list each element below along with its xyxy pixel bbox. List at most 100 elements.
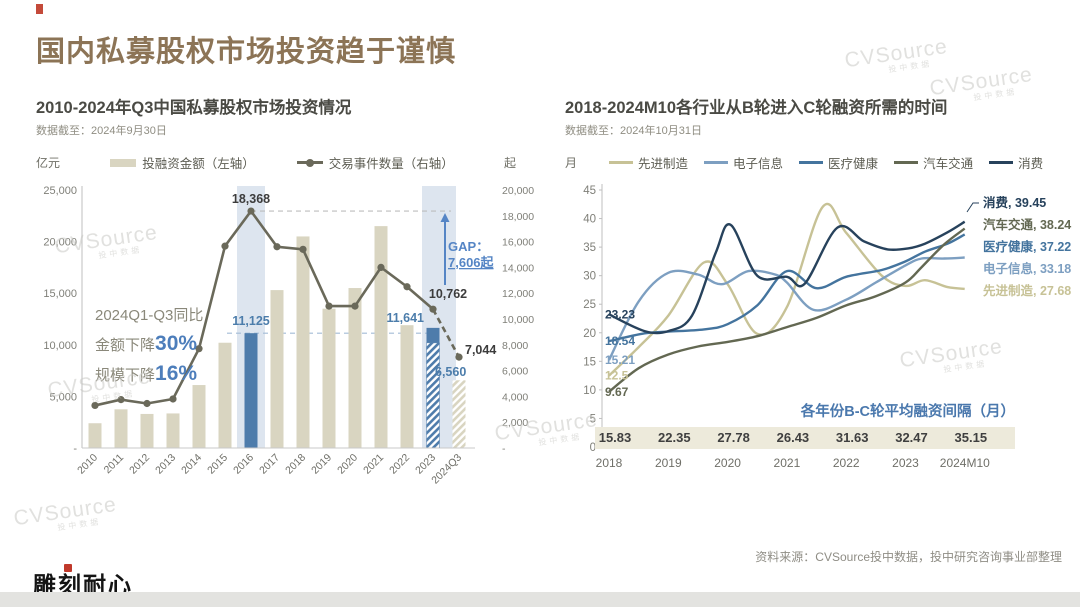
right-axis-tick: 8,000 xyxy=(502,340,528,352)
bar-2016 xyxy=(244,333,258,448)
x-tick-2023: 2023 xyxy=(892,456,919,470)
line-marker-2014 xyxy=(195,345,203,353)
table-value: 35.15 xyxy=(955,430,988,445)
left-axis-tick: 10,000 xyxy=(43,340,77,352)
left-axis-unit: 亿元 xyxy=(36,156,61,170)
cvsource-watermark: CVSource 投中数据 xyxy=(843,34,950,75)
x-tick-2011: 2011 xyxy=(102,452,127,477)
x-tick-2016: 2016 xyxy=(231,452,256,477)
start-label-汽车交通: 9.67 xyxy=(605,385,629,399)
line-value-label: 18,368 xyxy=(232,192,270,206)
series-line-先进制造 xyxy=(608,203,965,377)
legend-swatch xyxy=(609,161,634,164)
bar-2022 xyxy=(400,325,414,448)
x-tick-2018: 2018 xyxy=(596,456,623,470)
series-line-医疗健康 xyxy=(608,233,966,343)
start-label-电子信息: 15.21 xyxy=(605,353,635,367)
series-line-汽车交通 xyxy=(608,227,966,393)
table-value: 27.78 xyxy=(717,430,750,445)
bar-2019 xyxy=(322,308,336,448)
x-tick-2012: 2012 xyxy=(127,452,152,477)
x-tick-2019: 2019 xyxy=(309,452,334,477)
legend-item-医疗健康: 医疗健康 xyxy=(799,153,878,172)
x-tick-2024M10: 2024M10 xyxy=(940,456,990,470)
right-axis-unit: 起 xyxy=(503,156,516,170)
right-legend-items: 先进制造 电子信息 医疗健康 汽车交通 消费 xyxy=(609,153,1059,172)
right-axis-tick: 2,000 xyxy=(502,417,528,429)
bar-2020 xyxy=(348,288,362,448)
start-label-先进制造: 12.5 xyxy=(605,369,629,383)
y-axis-tick: 25 xyxy=(583,299,596,311)
line-marker-2010 xyxy=(91,401,99,410)
x-tick-2013: 2013 xyxy=(153,452,178,477)
bar-value-label: 11,641 xyxy=(386,311,424,325)
end-label-消费: 消费, 39.45 xyxy=(983,195,1046,210)
legend-swatch xyxy=(894,161,919,164)
line-marker-2013 xyxy=(169,395,177,403)
bar-2014 xyxy=(192,385,206,448)
end-label-电子信息: 电子信息, 33.18 xyxy=(983,261,1071,276)
legend-item-汽车交通: 汽车交通 xyxy=(894,153,973,172)
bar-value-label: 11,125 xyxy=(232,314,270,328)
table-strip xyxy=(595,427,1015,449)
table-value: 26.43 xyxy=(777,430,810,445)
table-value: 22.35 xyxy=(658,430,691,445)
left-chart-legend: 亿元 投融资金额（左轴） 交易事件数量（右轴） 起 xyxy=(36,153,516,172)
end-label-医疗健康: 医疗健康, 37.22 xyxy=(983,239,1071,254)
x-tick-2022: 2022 xyxy=(833,456,860,470)
right-line-chart: 45 40 35 30 25 20 15 10 5 0 各年份B-C轮平均融资间隔（月） 15.83 2… xyxy=(583,184,1071,470)
line-marker-2023 xyxy=(429,305,437,313)
left-axis-tick: 5,000 xyxy=(49,391,77,403)
bottom-bar xyxy=(0,592,1080,607)
end-label-先进制造: 先进制造, 27.68 xyxy=(983,283,1071,298)
x-tick-2021: 2021 xyxy=(361,452,386,477)
bar-2013 xyxy=(166,413,180,448)
line-marker-2021 xyxy=(377,263,385,271)
y-axis-tick: 30 xyxy=(583,271,596,283)
x-tick-2015: 2015 xyxy=(205,452,230,477)
start-label-医疗健康: 18.54 xyxy=(605,334,635,348)
corner-accent xyxy=(36,4,43,14)
end-label-汽车交通: 汽车交通, 38.24 xyxy=(983,217,1071,232)
line-legend-label: 交易事件数量（右轴） xyxy=(328,157,454,171)
source-note: 资料来源：CVSource投中数据，投中研究咨询事业部整理 xyxy=(755,550,1062,564)
right-chart-title: 2018-2024M10各行业从B轮进入C轮融资所需的时间 xyxy=(565,99,948,117)
left-axis-tick: 25,000 xyxy=(43,185,77,197)
bar-2018 xyxy=(296,236,310,448)
left-axis-tick: 20,000 xyxy=(43,237,77,249)
left-axis-tick: - xyxy=(73,443,77,455)
line-marker-2019 xyxy=(325,302,333,310)
y-axis-tick: 45 xyxy=(583,185,596,197)
right-chart-legend: 月 先进制造 电子信息 医疗健康 汽车交通 消费 xyxy=(565,153,1065,172)
x-tick-2018: 2018 xyxy=(283,452,308,477)
bar-2010 xyxy=(88,423,102,448)
x-tick-2017: 2017 xyxy=(257,452,282,477)
scale-drop-pct: 16% xyxy=(155,362,198,385)
bar-2011 xyxy=(114,409,128,448)
line-marker-2016 xyxy=(247,207,255,215)
gap-value: 7,606起 xyxy=(448,255,495,270)
bar-legend-swatch xyxy=(110,158,137,167)
deal-count-line xyxy=(94,208,434,407)
line-value-label: 7,044 xyxy=(465,343,496,357)
right-axis-tick: 20,000 xyxy=(502,185,534,197)
legend-item-电子信息: 电子信息 xyxy=(704,153,783,172)
line-marker-2012 xyxy=(143,399,151,408)
y-axis-tick: 10 xyxy=(583,385,596,397)
y-axis-tick: 5 xyxy=(590,413,596,425)
right-chart-cutoff: 数据截至：2024年10月31日 xyxy=(565,125,702,137)
line-marker-2011 xyxy=(117,396,125,404)
line-value-label: 10,762 xyxy=(429,287,467,301)
y-axis-tick: 20 xyxy=(583,328,596,340)
right-axis-tick: 6,000 xyxy=(502,366,528,378)
x-tick-2010: 2010 xyxy=(75,452,100,477)
y-axis-tick: 0 xyxy=(590,442,596,454)
right-axis-tick: 4,000 xyxy=(502,391,528,403)
right-axis-tick: 16,000 xyxy=(502,237,534,249)
y-axis-tick: 15 xyxy=(583,356,596,368)
gap-arrowhead xyxy=(440,213,450,222)
cvsource-watermark: CVSource 投中数据 xyxy=(12,492,119,533)
legend-item-先进制造: 先进制造 xyxy=(609,153,688,172)
legend-swatch xyxy=(989,161,1014,164)
line-legend-swatch xyxy=(296,158,323,167)
